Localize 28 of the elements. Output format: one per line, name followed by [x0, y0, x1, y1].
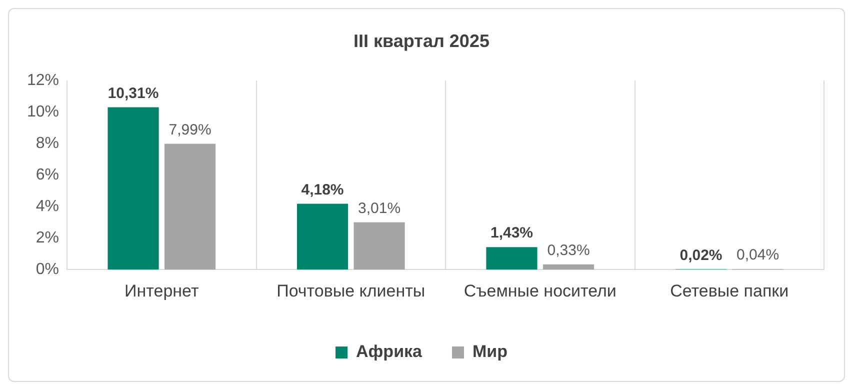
y-tick-label: 2%	[36, 230, 60, 247]
data-label: 0,33%	[547, 242, 590, 260]
y-tick-label: 4%	[36, 198, 60, 216]
y-tick-label: 6%	[36, 166, 60, 184]
bar	[108, 107, 159, 270]
x-tick-label: Почтовые клиенты	[276, 281, 426, 300]
bar	[354, 222, 405, 270]
x-tick-label: Съемные носители	[464, 281, 616, 300]
data-label: 10,31%	[108, 84, 159, 102]
chart-title: III квартал 2025	[354, 30, 490, 51]
data-label: 3,01%	[358, 200, 401, 217]
y-tick-label: 0%	[36, 261, 60, 278]
data-label: 0,04%	[736, 246, 780, 264]
x-tick-label: Сетевые папки	[670, 281, 789, 300]
y-tick-label: 12%	[26, 72, 60, 90]
data-label: 0,02%	[680, 246, 722, 264]
bar	[542, 264, 594, 270]
data-label: 4,18%	[301, 181, 344, 198]
data-label: 1,43%	[490, 224, 534, 242]
legend-label: Мир	[472, 342, 508, 362]
y-tick-label: 10%	[26, 104, 60, 121]
bar	[486, 247, 538, 270]
x-tick-label: Интернет	[124, 281, 199, 300]
legend-label: Африка	[356, 342, 423, 362]
y-tick-label: 8%	[36, 135, 60, 152]
data-label: 7,99%	[168, 121, 212, 138]
bar	[296, 204, 348, 270]
bar	[164, 144, 216, 270]
